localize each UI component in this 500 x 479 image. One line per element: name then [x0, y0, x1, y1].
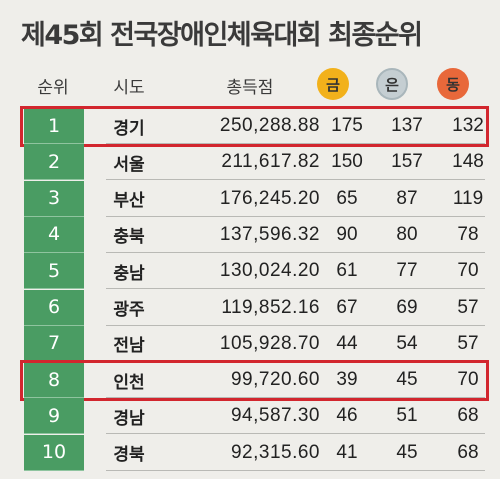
score-cell: 119,852.16 — [221, 296, 320, 318]
gold-count-cell: 61 — [336, 260, 358, 282]
silver-medal-icon: 은 — [376, 68, 408, 100]
gold-count-cell: 175 — [331, 115, 363, 136]
gold-count-cell: 90 — [336, 223, 358, 245]
header-region: 시도 — [113, 77, 145, 98]
bronze-count-cell: 78 — [457, 223, 479, 245]
bronze-count-cell: 57 — [457, 296, 479, 318]
score-cell: 94,587.30 — [230, 405, 320, 427]
rank-cell: 4 — [24, 216, 84, 253]
bronze-count-cell: 119 — [452, 187, 484, 209]
score-cell: 99,720.60 — [230, 369, 320, 391]
rank-cell: 5 — [24, 253, 84, 290]
score-cell: 92,315.60 — [230, 441, 320, 463]
bronze-medal-icon: 동 — [437, 68, 469, 100]
bronze-count-cell: 132 — [452, 115, 484, 136]
region-cell: 충북 — [113, 227, 145, 248]
silver-count-cell: 137 — [391, 115, 423, 136]
region-cell: 경남 — [113, 408, 145, 429]
table-row: 10 경북 92,315.60 41 45 68 — [22, 434, 485, 471]
silver-count-cell: 87 — [396, 187, 418, 209]
gold-count-cell: 41 — [336, 441, 358, 463]
rank-cell: 7 — [24, 325, 84, 362]
score-cell: 211,617.82 — [221, 151, 320, 173]
table-row: 1 경기 250,288.88 175 137 132 — [22, 108, 485, 144]
score-cell: 130,024.20 — [219, 260, 320, 282]
table-header: 순위 시도 총득점 금 은 동 — [0, 66, 500, 104]
bronze-count-cell: 57 — [457, 332, 479, 354]
rank-cell: 9 — [24, 398, 84, 435]
silver-count-cell: 45 — [396, 369, 418, 391]
region-cell: 경기 — [113, 118, 145, 139]
row-divider — [106, 179, 485, 181]
rank-cell: 2 — [24, 144, 84, 181]
gold-count-cell: 150 — [331, 151, 363, 173]
table-row: 7 전남 105,928.70 44 54 57 — [22, 325, 485, 362]
silver-count-cell: 157 — [391, 151, 423, 173]
bronze-count-cell: 70 — [457, 369, 479, 391]
row-divider — [106, 143, 485, 144]
table-row: 2 서울 211,617.82 150 157 148 — [22, 144, 485, 181]
silver-count-cell: 51 — [396, 405, 418, 427]
silver-count-cell: 69 — [396, 296, 418, 318]
silver-count-cell: 54 — [396, 332, 418, 354]
row-divider — [106, 251, 485, 253]
rank-cell: 3 — [24, 180, 84, 217]
table-row: 8 인천 99,720.60 39 45 70 — [22, 362, 485, 399]
rank-cell: 10 — [24, 434, 84, 471]
row-divider — [106, 215, 485, 217]
gold-count-cell: 65 — [336, 187, 358, 209]
bronze-count-cell: 148 — [452, 151, 484, 173]
bronze-count-cell: 68 — [457, 441, 479, 463]
row-divider — [106, 324, 485, 326]
table-row: 3 부산 176,245.20 65 87 119 — [22, 180, 485, 217]
gold-count-cell: 46 — [336, 405, 358, 427]
gold-count-cell: 67 — [336, 296, 358, 318]
region-cell: 광주 — [113, 300, 145, 320]
header-rank: 순위 — [37, 77, 69, 98]
rank-cell: 8 — [24, 362, 84, 399]
region-cell: 서울 — [113, 154, 145, 175]
silver-count-cell: 80 — [396, 223, 418, 245]
table-row: 5 충남 130,024.20 61 77 70 — [22, 253, 485, 290]
rank-cell: 6 — [24, 289, 84, 326]
region-cell: 부산 — [113, 191, 145, 212]
header-score: 총득점 — [226, 77, 274, 98]
table-row: 4 충북 137,596.32 90 80 78 — [22, 216, 485, 253]
silver-count-cell: 45 — [396, 441, 418, 463]
page-title: 제45회 전국장애인체육대회 최종순위 — [21, 20, 423, 51]
region-cell: 전남 — [113, 336, 145, 357]
gold-medal-icon: 금 — [317, 68, 349, 100]
highlight-box — [20, 360, 489, 402]
bronze-count-cell: 70 — [457, 260, 479, 282]
table-row: 6 광주 119,852.16 67 69 57 — [22, 289, 485, 326]
gold-count-cell: 44 — [336, 332, 358, 354]
highlight-box — [20, 106, 489, 147]
region-cell: 인천 — [113, 372, 145, 393]
region-cell: 충남 — [113, 263, 145, 284]
bronze-count-cell: 68 — [457, 405, 479, 427]
gold-count-cell: 39 — [336, 369, 358, 391]
silver-count-cell: 77 — [396, 260, 418, 282]
score-cell: 250,288.88 — [219, 115, 320, 136]
score-cell: 105,928.70 — [219, 332, 320, 354]
row-divider — [106, 433, 485, 435]
table-row: 9 경남 94,587.30 46 51 68 — [22, 398, 485, 435]
score-cell: 176,245.20 — [219, 187, 320, 209]
rank-cell: 1 — [24, 108, 84, 144]
row-divider — [106, 288, 485, 290]
score-cell: 137,596.32 — [219, 223, 320, 245]
region-cell: 경북 — [113, 445, 145, 466]
row-divider — [106, 469, 485, 471]
row-divider — [106, 397, 485, 399]
